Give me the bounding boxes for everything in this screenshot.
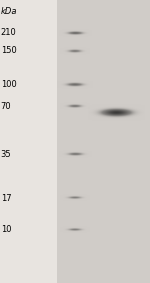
FancyBboxPatch shape bbox=[57, 0, 150, 283]
Text: 35: 35 bbox=[1, 150, 11, 159]
Text: 100: 100 bbox=[1, 80, 16, 89]
Text: 150: 150 bbox=[1, 46, 16, 55]
Text: kDa: kDa bbox=[1, 7, 17, 16]
Text: 70: 70 bbox=[1, 102, 11, 111]
Text: 17: 17 bbox=[1, 194, 11, 203]
Text: 10: 10 bbox=[1, 225, 11, 234]
Text: 210: 210 bbox=[1, 28, 16, 37]
